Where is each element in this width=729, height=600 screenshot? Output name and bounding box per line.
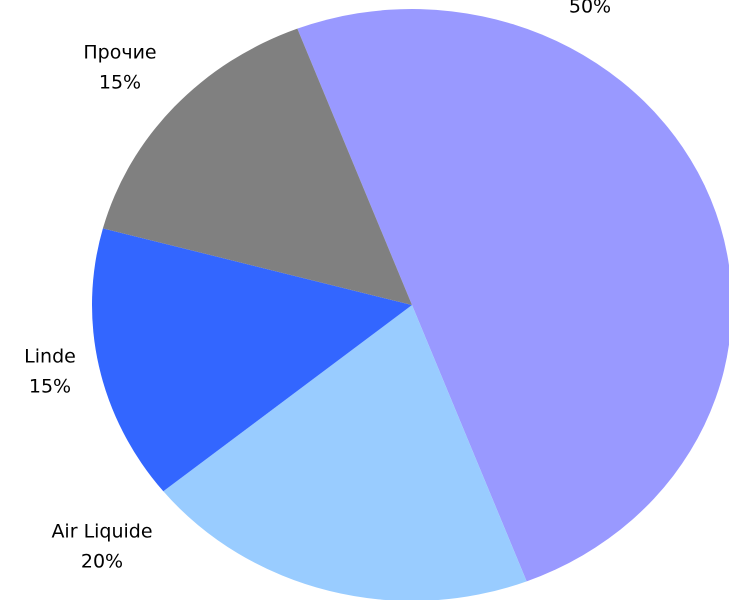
slice-label: Air Liquide [51, 521, 152, 543]
pie-slice [297, 9, 729, 582]
slice-value: 20% [81, 551, 123, 573]
pie-slice [102, 28, 412, 306]
slice-value: 15% [29, 376, 71, 398]
pie-slice [92, 228, 412, 492]
slice-value: 15% [99, 72, 141, 94]
slice-label: Прочие [83, 42, 156, 64]
pie-slice [163, 305, 527, 600]
slice-label: Linde [24, 346, 76, 368]
slice-value: 50% [569, 0, 611, 18]
